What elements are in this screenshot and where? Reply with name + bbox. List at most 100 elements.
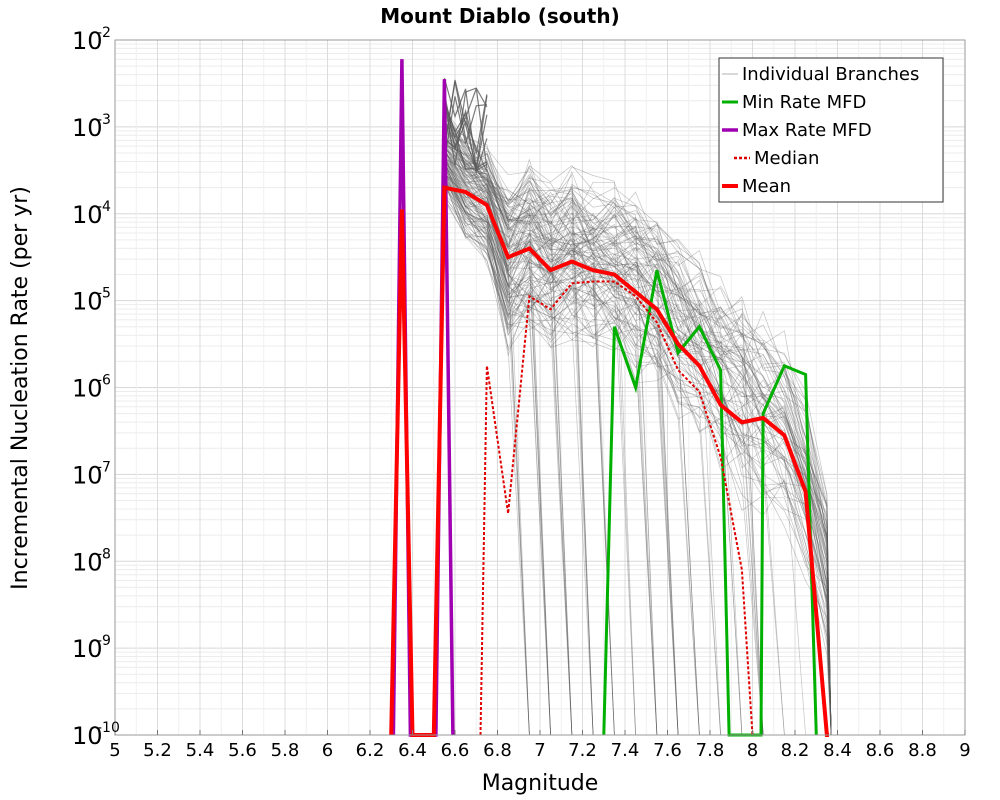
y-tick-label: 10: [72, 288, 103, 316]
branch-line: [444, 138, 832, 736]
branch-line: [444, 179, 832, 736]
branch-line: [444, 109, 832, 736]
y-tick-label: 10: [72, 27, 103, 55]
y-tick-exponent: -10: [97, 720, 120, 736]
branch-line: [444, 148, 828, 736]
branch-line: [444, 132, 721, 736]
y-tick-label: 10: [72, 201, 103, 229]
legend-label: Min Rate MFD: [742, 92, 866, 113]
branch-line: [444, 164, 832, 736]
branch-line: [444, 199, 530, 736]
y-tick-label: 10: [72, 375, 103, 403]
x-tick-label: 8.8: [908, 740, 937, 761]
branch-line: [444, 161, 832, 736]
branch-line: [444, 158, 832, 736]
chart-title: Mount Diablo (south): [380, 4, 619, 28]
branch-line: [444, 130, 832, 736]
legend-label: Mean: [742, 176, 791, 197]
branch-line: [444, 165, 832, 736]
branch-line: [443, 101, 488, 174]
branch-line: [444, 124, 832, 736]
y-tick-exponent: -4: [97, 199, 111, 215]
branch-line: [444, 143, 832, 736]
branch-line: [444, 157, 530, 736]
branch-line: [444, 146, 832, 736]
x-tick-label: 7.2: [568, 740, 597, 761]
branch-line: [444, 176, 700, 736]
series-line-median: [479, 280, 754, 736]
y-tick-label: 10: [72, 548, 103, 576]
branch-line: [444, 116, 832, 736]
legend-label: Max Rate MFD: [742, 120, 872, 141]
branch-line: [444, 94, 488, 154]
branch-line: [444, 200, 764, 736]
branch-line: [444, 175, 832, 736]
branch-line: [444, 138, 658, 736]
branch-line: [444, 159, 743, 736]
branch-line: [444, 162, 551, 736]
x-tick-label: 5: [109, 740, 120, 761]
branch-line: [444, 147, 832, 736]
branch-line: [444, 172, 573, 736]
y-tick-exponent: -9: [97, 633, 111, 649]
x-tick-label: 8.2: [781, 740, 810, 761]
branch-line: [444, 110, 764, 736]
branch-line: [444, 142, 832, 736]
branch-line: [444, 174, 832, 736]
legend-label: Individual Branches: [742, 64, 919, 85]
branch-line: [444, 197, 658, 736]
branch-line: [444, 125, 636, 736]
y-tick-exponent: -7: [97, 459, 111, 475]
x-tick-label: 6.6: [441, 740, 470, 761]
branch-line: [444, 158, 679, 736]
x-tick-label: 5.8: [271, 740, 300, 761]
x-tick-label: 8.6: [866, 740, 895, 761]
branch-line: [444, 157, 658, 736]
branch-line: [444, 160, 832, 736]
branch-line: [444, 121, 679, 736]
branch-line: [444, 182, 551, 736]
branch-line: [444, 165, 551, 736]
branch-line: [444, 162, 832, 736]
series-line-min-rate-mfd: [602, 269, 818, 737]
branch-line: [444, 130, 832, 736]
branch-line: [444, 123, 832, 736]
y-tick-exponent: -8: [97, 546, 111, 562]
branch-line: [444, 153, 832, 736]
branch-line: [444, 133, 832, 736]
grid: [114, 39, 966, 736]
branch-line: [444, 132, 594, 736]
branch-line: [444, 157, 530, 736]
branch-line: [443, 88, 488, 169]
x-tick-label: 6: [322, 740, 333, 761]
branch-line: [444, 120, 832, 736]
branch-line: [444, 109, 832, 736]
branch-line: [444, 145, 832, 736]
branch-line: [444, 159, 679, 736]
branch-line: [444, 167, 594, 736]
branch-line: [444, 140, 832, 736]
branch-line: [444, 109, 594, 736]
y-axis-ticks: 10-210-310-410-510-610-710-810-910-10: [72, 25, 120, 750]
branch-line: [444, 106, 594, 736]
x-tick-label: 6.8: [483, 740, 512, 761]
y-tick-exponent: -2: [97, 25, 111, 41]
x-tick-label: 8: [747, 740, 758, 761]
legend: Individual Branches Min Rate MFD Max Rate …: [718, 57, 944, 203]
branch-line: [444, 164, 806, 736]
x-tick-label: 5.2: [143, 740, 172, 761]
branch-line: [444, 162, 679, 736]
branch-line: [444, 126, 832, 736]
branch-line: [444, 175, 832, 736]
x-axis-label: Magnitude: [482, 771, 599, 796]
branch-line: [444, 167, 573, 736]
x-tick-label: 9: [959, 740, 970, 761]
x-tick-label: 6.4: [398, 740, 427, 761]
branch-line: [444, 144, 832, 736]
x-axis-ticks: 5 5.2 5.4 5.6 5.8 6 6.2 6.4 6.6 6.8 7 7.2 7.4 7.6 7.8 8…: [109, 730, 971, 761]
y-tick-label: 10: [72, 635, 103, 663]
branch-line: [444, 180, 721, 736]
branch-line: [444, 181, 551, 736]
